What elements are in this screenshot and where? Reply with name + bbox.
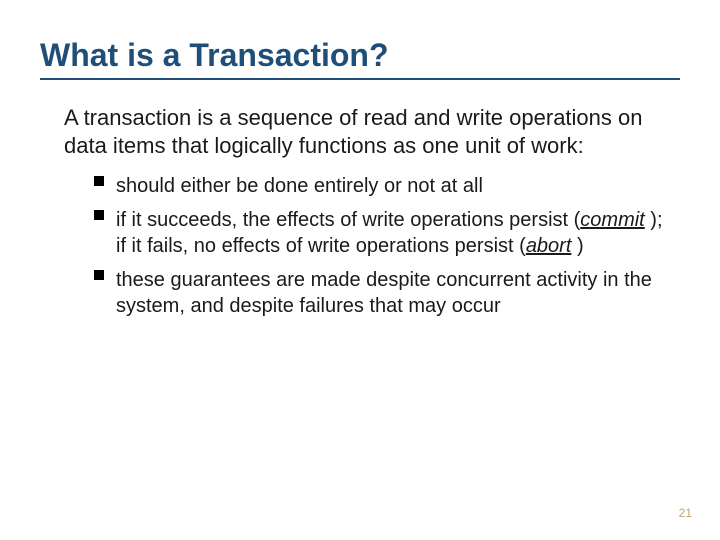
bullet-marker-icon xyxy=(94,270,104,280)
slide: What is a Transaction? A transaction is … xyxy=(0,0,720,540)
bullet-marker-icon xyxy=(94,176,104,186)
list-item: these guarantees are made despite concur… xyxy=(94,267,670,319)
bullet-text: if it succeeds, the effects of write ope… xyxy=(116,209,663,257)
bullet-marker-icon xyxy=(94,210,104,220)
emphasis-commit: commit xyxy=(580,209,644,231)
definition-paragraph: A transaction is a sequence of read and … xyxy=(64,104,670,159)
list-item: should either be done entirely or not at… xyxy=(94,173,670,199)
list-item: if it succeeds, the effects of write ope… xyxy=(94,207,670,259)
bullet-fragment: if it succeeds, the effects of write ope… xyxy=(116,209,580,231)
bullet-text: should either be done entirely or not at… xyxy=(116,175,483,197)
bullet-fragment: ) xyxy=(571,235,583,257)
page-number: 21 xyxy=(679,506,692,520)
bullet-text: these guarantees are made despite concur… xyxy=(116,269,652,317)
bullet-list: should either be done entirely or not at… xyxy=(94,173,670,319)
slide-title: What is a Transaction? xyxy=(40,36,680,80)
emphasis-abort: abort xyxy=(526,235,572,257)
